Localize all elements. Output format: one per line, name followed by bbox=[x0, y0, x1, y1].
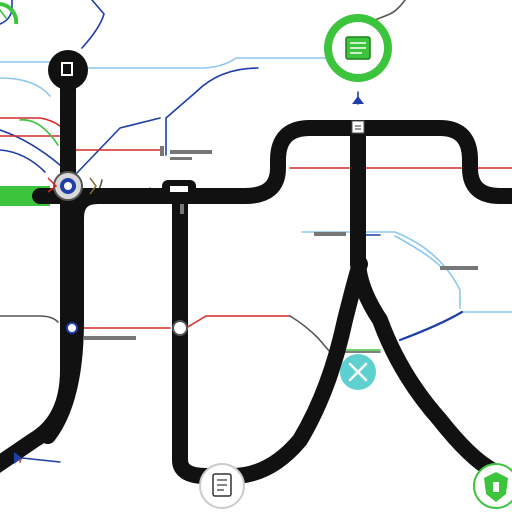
connector-line bbox=[398, 310, 464, 342]
connector-line bbox=[0, 117, 61, 127]
top-green-station[interactable] bbox=[324, 14, 392, 104]
pointer-icon bbox=[352, 96, 364, 104]
top-left-terminal[interactable] bbox=[48, 50, 88, 90]
tick-label bbox=[180, 204, 184, 214]
document-icon bbox=[345, 36, 371, 60]
tools-icon bbox=[348, 362, 368, 382]
dot-icon bbox=[172, 320, 188, 336]
connector-line bbox=[394, 235, 443, 269]
connector-line bbox=[165, 67, 259, 156]
left-mid-station[interactable] bbox=[66, 322, 78, 334]
bottom-right-station[interactable] bbox=[473, 463, 512, 509]
connector-line bbox=[0, 9, 7, 19]
station-ring bbox=[0, 2, 19, 25]
connector-line bbox=[185, 315, 291, 329]
upper-left-junction[interactable] bbox=[47, 171, 97, 201]
blue-connectors bbox=[0, 0, 464, 463]
connector-line bbox=[74, 117, 161, 176]
terminal-circle bbox=[48, 50, 88, 90]
center-mid-station[interactable] bbox=[172, 320, 188, 336]
connector-line bbox=[21, 457, 61, 463]
tick-label bbox=[170, 150, 212, 154]
square-icon bbox=[61, 62, 73, 76]
tick-label bbox=[440, 266, 478, 270]
label-icon bbox=[170, 186, 188, 192]
connector-line bbox=[0, 129, 69, 176]
junction-center bbox=[64, 182, 72, 190]
trunk-center-left bbox=[172, 182, 368, 484]
connector-line bbox=[0, 149, 46, 173]
central-branch-label[interactable] bbox=[162, 180, 196, 198]
trunk-center-right bbox=[350, 120, 500, 478]
tick-label bbox=[314, 232, 346, 236]
top-left-partial-station[interactable] bbox=[0, 2, 19, 25]
marker-box bbox=[351, 120, 365, 134]
connector-line bbox=[0, 77, 51, 97]
bottom-center-station[interactable] bbox=[199, 463, 245, 509]
tick-label bbox=[170, 157, 192, 160]
light-blue-connectors bbox=[0, 57, 512, 313]
connector-line bbox=[84, 57, 351, 69]
trunk-top-arc bbox=[32, 120, 512, 204]
connector-line bbox=[289, 315, 381, 353]
connector-line bbox=[81, 0, 105, 49]
connector-line bbox=[301, 231, 461, 309]
connector-line bbox=[0, 315, 59, 323]
arc-marker bbox=[351, 120, 365, 134]
arrow-icon bbox=[14, 452, 22, 464]
document-icon bbox=[212, 473, 232, 497]
bottom-left-marker bbox=[14, 452, 22, 464]
dot-icon bbox=[66, 322, 78, 334]
tick-label bbox=[160, 146, 164, 156]
shield-mark bbox=[493, 482, 499, 492]
connector-line bbox=[19, 119, 59, 146]
tick-label bbox=[84, 336, 136, 340]
connector-line bbox=[369, 0, 406, 23]
teal-station[interactable] bbox=[340, 354, 376, 390]
tick-labels bbox=[84, 146, 478, 340]
